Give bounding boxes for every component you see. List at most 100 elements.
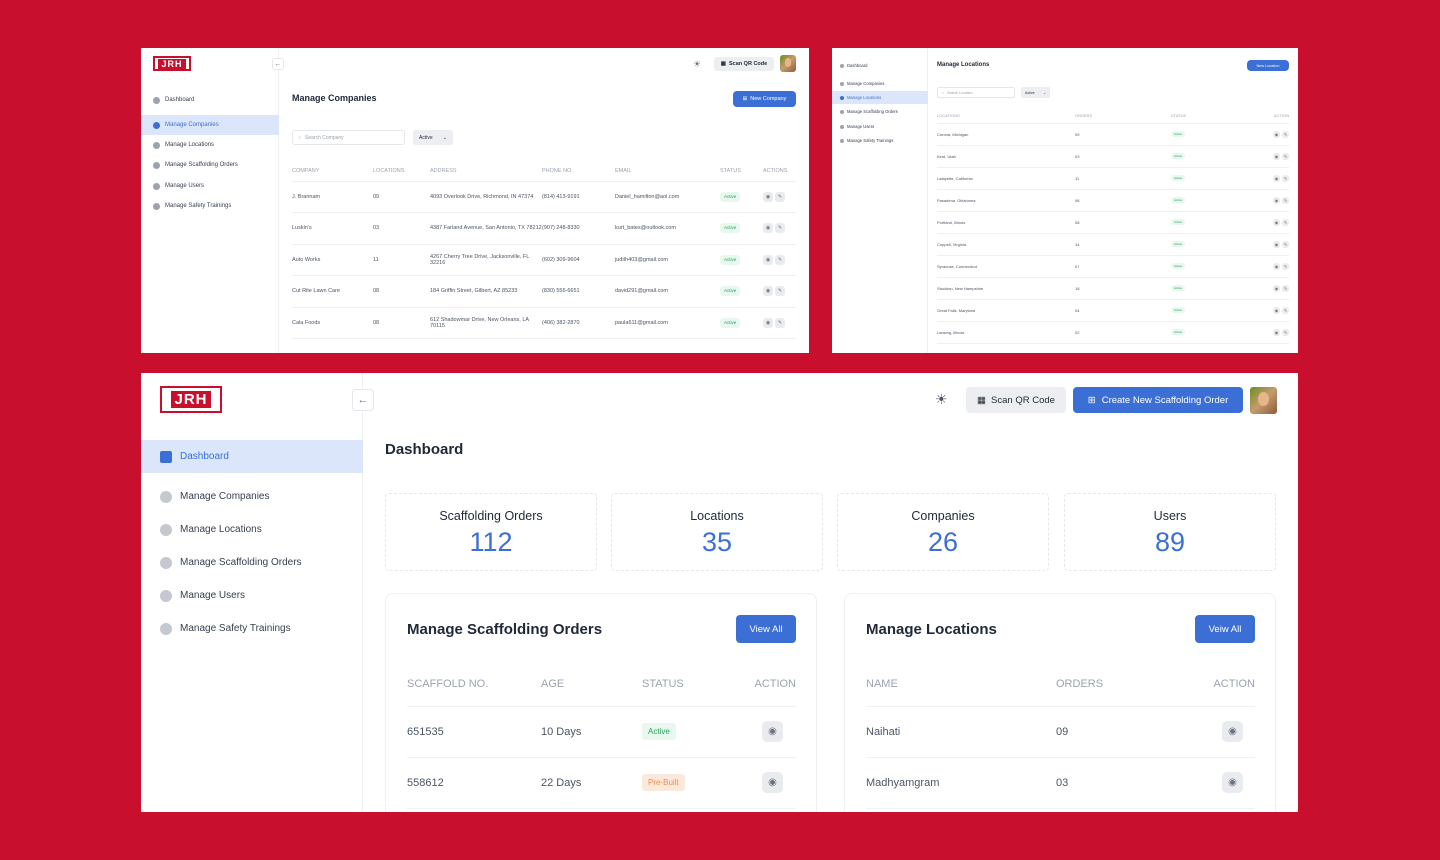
view-icon[interactable]: ◉ — [763, 317, 773, 328]
sidebar-item-locations[interactable]: Manage Locations — [141, 513, 363, 546]
jrh-logo[interactable]: JRH — [153, 56, 191, 71]
status-badge: Active — [1171, 329, 1186, 335]
view-icon[interactable]: ◉ — [1273, 284, 1280, 292]
edit-icon[interactable]: ✎ — [1282, 328, 1289, 336]
stat-card-orders: Scaffolding Orders 112 — [385, 493, 597, 571]
status-badge: Active — [1171, 197, 1186, 203]
view-icon[interactable]: ◉ — [1273, 262, 1280, 270]
stat-card-locations: Locations 35 — [611, 493, 823, 571]
edit-icon[interactable]: ✎ — [775, 191, 785, 202]
edit-icon[interactable]: ✎ — [1282, 174, 1289, 182]
jrh-logo[interactable]: JRH — [160, 386, 222, 413]
edit-icon[interactable]: ✎ — [1282, 196, 1289, 204]
avatar[interactable] — [1250, 387, 1277, 414]
view-icon[interactable]: ◉ — [762, 772, 783, 793]
col-action: ACTION — [1251, 108, 1289, 124]
sidebar-item-companies[interactable]: Manage Companies — [141, 480, 363, 513]
sidebar-item-trainings[interactable]: Manage Safety Trainings — [141, 196, 279, 216]
edit-icon[interactable]: ✎ — [1282, 284, 1289, 292]
view-icon[interactable]: ◉ — [763, 286, 773, 297]
shield-icon — [153, 202, 160, 210]
stat-card-companies: Companies 26 — [837, 493, 1049, 571]
sidebar-item-orders[interactable]: Manage Scaffolding Orders — [832, 105, 928, 118]
status-badge: Active — [1171, 307, 1186, 313]
sidebar-item-dashboard[interactable]: Dashboard — [832, 59, 928, 72]
status-filter[interactable]: Active ⌄ — [1021, 87, 1050, 98]
sidebar-item-companies[interactable]: Manage Companies — [832, 77, 928, 90]
view-icon[interactable]: ◉ — [1222, 721, 1243, 742]
sidebar-item-users[interactable]: Manage Users — [141, 176, 279, 196]
edit-icon[interactable]: ✎ — [1282, 130, 1289, 138]
sidebar-item-companies[interactable]: Manage Companies — [141, 115, 279, 135]
sidebar-item-dashboard[interactable]: Dashboard — [141, 90, 279, 110]
status-badge: Active — [720, 223, 741, 234]
search-input[interactable]: ○ Search Company — [292, 130, 405, 145]
view-icon[interactable]: ◉ — [1273, 328, 1280, 336]
view-icon[interactable]: ◉ — [763, 254, 773, 265]
edit-icon[interactable]: ✎ — [775, 223, 785, 234]
view-icon[interactable]: ◉ — [1222, 772, 1243, 793]
status-filter[interactable]: Active ⌄ — [413, 130, 453, 145]
sidebar-item-trainings[interactable]: Manage Safety Trainings — [832, 134, 928, 147]
edit-icon[interactable]: ✎ — [775, 286, 785, 297]
collapse-sidebar-button[interactable]: ← — [352, 389, 374, 411]
companies-screen: JRH Dashboard Manage Companies Manage Lo… — [141, 48, 809, 353]
sidebar-item-users[interactable]: Manage Users — [832, 120, 928, 133]
chevron-down-icon: ⌄ — [442, 134, 447, 141]
status-badge: Active — [720, 254, 741, 265]
sidebar-item-locations[interactable]: Manage Locations — [141, 135, 279, 155]
table-row: Pasadena, Oklahoma 08 Active ◉ ✎ — [937, 189, 1289, 212]
new-company-button[interactable]: ⊞ New Company — [733, 91, 796, 107]
theme-toggle-icon[interactable]: ☀ — [935, 391, 948, 407]
table-row: Stockton, New Hampshire 18 Active ◉ ✎ — [937, 277, 1289, 300]
status-badge: Active — [642, 723, 676, 740]
sidebar-item-users[interactable]: Manage Users — [141, 579, 363, 612]
edit-icon[interactable]: ✎ — [775, 317, 785, 328]
col-address: ADDRESS — [430, 161, 542, 182]
view-icon[interactable]: ◉ — [1273, 130, 1280, 138]
view-icon[interactable]: ◉ — [1273, 152, 1280, 160]
view-icon[interactable]: ◉ — [1273, 218, 1280, 226]
sidebar: Dashboard Manage Companies Manage Locati… — [832, 48, 928, 353]
status-badge: Pre-Built — [642, 774, 685, 791]
edit-icon[interactable]: ✎ — [1282, 218, 1289, 226]
orders-card: Manage Scaffolding Orders View All SCAFF… — [385, 593, 817, 812]
edit-icon[interactable]: ✎ — [1282, 152, 1289, 160]
edit-icon[interactable]: ✎ — [1282, 262, 1289, 270]
scan-qr-button[interactable]: ▦ Scan QR Code — [966, 387, 1066, 413]
view-icon[interactable]: ◉ — [1273, 240, 1280, 248]
sidebar-item-orders[interactable]: Manage Scaffolding Orders — [141, 155, 279, 175]
view-icon[interactable]: ◉ — [762, 721, 783, 742]
scan-qr-button[interactable]: ▦ Scan QR Code — [714, 57, 774, 71]
create-order-button[interactable]: ⊞ Create New Scaffolding Order — [1073, 387, 1243, 413]
sidebar-item-locations[interactable]: Manage Locations — [832, 91, 928, 104]
search-input[interactable]: ○ Search Location — [937, 87, 1015, 98]
view-icon[interactable]: ◉ — [763, 223, 773, 234]
edit-icon[interactable]: ✎ — [1282, 240, 1289, 248]
arrow-left-icon: ← — [274, 60, 282, 68]
view-icon[interactable]: ◉ — [1273, 174, 1280, 182]
view-icon[interactable]: ◉ — [1273, 196, 1280, 204]
edit-icon[interactable]: ✎ — [1282, 306, 1289, 314]
pin-icon — [153, 141, 160, 149]
view-icon[interactable]: ◉ — [1273, 306, 1280, 314]
new-location-button[interactable]: New Location — [1247, 60, 1289, 71]
sidebar-item-dashboard[interactable]: Dashboard — [141, 440, 363, 473]
col-status: STATUS — [1171, 108, 1251, 124]
view-all-orders-button[interactable]: View All — [736, 615, 796, 643]
table-row: Luskin's 03 4387 Farland Avenue, San Anton… — [292, 212, 796, 245]
sidebar-item-orders[interactable]: Manage Scaffolding Orders — [141, 546, 363, 579]
view-icon[interactable]: ◉ — [763, 191, 773, 202]
building-icon — [153, 121, 160, 129]
edit-icon[interactable]: ✎ — [775, 254, 785, 265]
col-actions: ACTIONS — [763, 161, 796, 182]
status-badge: Active — [1171, 219, 1186, 225]
sidebar-item-trainings[interactable]: Manage Safety Trainings — [141, 612, 363, 645]
avatar[interactable] — [780, 55, 796, 72]
theme-toggle-icon[interactable]: ☀ — [693, 59, 702, 69]
table-row: Cala Foods 08 612 Shadowmar Drive, New Orl… — [292, 307, 796, 339]
locations-card: Manage Locations Veiw All NAME ORDERS AC… — [844, 593, 1276, 812]
collapse-sidebar-button[interactable]: ← — [272, 58, 284, 70]
view-all-locations-button[interactable]: Veiw All — [1195, 615, 1255, 643]
card-title: Manage Scaffolding Orders — [407, 621, 603, 638]
